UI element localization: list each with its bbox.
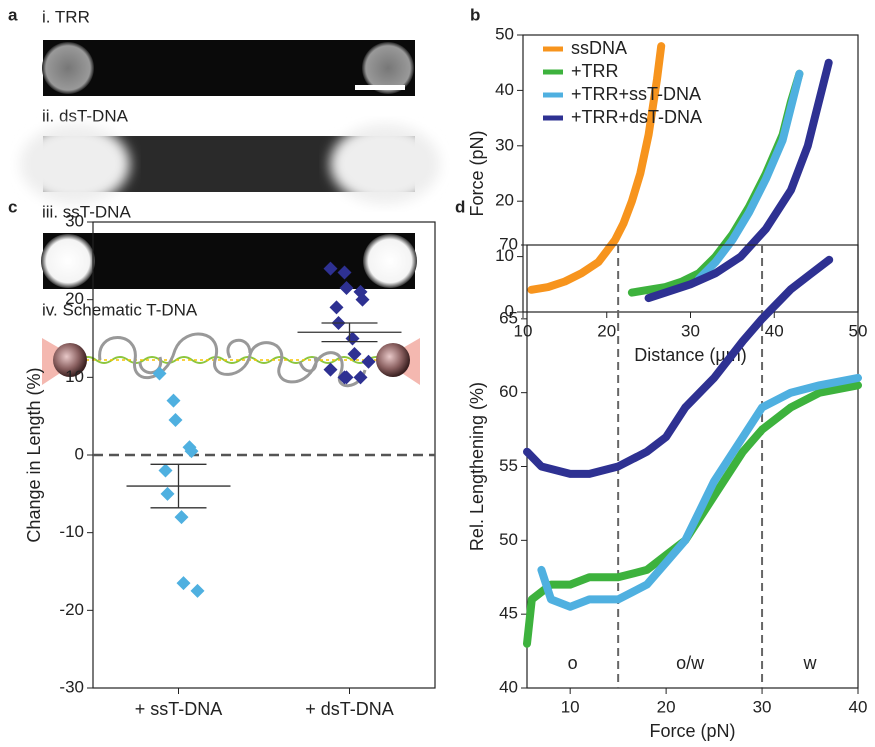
legend-label: ssDNA [571,38,627,58]
x-tick-label: + ssT-DNA [135,699,223,719]
y-tick-label: 70 [499,234,518,253]
data-line [694,69,804,283]
y-tick-label: 40 [499,677,518,696]
data-point [329,300,344,315]
data-point [345,331,360,346]
data-point [323,261,338,276]
x-tick-label: 30 [753,697,772,716]
x-tick-label: 20 [597,321,616,340]
data-point [337,265,352,280]
data-point [347,347,362,362]
y-tick-label: 10 [495,246,514,265]
schematic [42,332,420,388]
image-label: ii. dsT-DNA [42,106,129,125]
data-line [527,42,666,294]
y-tick-label: -20 [59,600,84,619]
y-tick-label: 20 [65,289,84,308]
data-point [190,583,205,598]
data-point [184,444,199,459]
image-label: iv. Schematic T-DNA [42,300,198,319]
y-tick-label: 0 [75,444,84,463]
data-line [523,381,862,648]
data-point [339,281,354,296]
x-tick-label: 20 [657,697,676,716]
x-tick-label: 10 [514,321,533,340]
x-tick-label: 30 [681,321,700,340]
data-point [152,366,167,381]
legend-label: +TRR+ssT-DNA [571,84,701,104]
data-point [160,486,175,501]
data-line [644,58,833,303]
panel-label: c [8,197,17,216]
y-tick-label: -30 [59,677,84,696]
y-tick-label: 0 [505,301,514,320]
region-label: o [568,653,578,673]
data-line [537,373,862,611]
y-axis-label: Force (pN) [467,130,487,216]
y-tick-label: -10 [59,522,84,541]
y-axis-label: Rel. Lengthening (%) [467,382,487,551]
data-point [176,576,191,591]
y-tick-label: 50 [495,24,514,43]
y-axis-label: Change in Length (%) [24,367,44,542]
y-tick-label: 10 [65,367,84,386]
image-label: iii. ssT-DNA [42,202,131,221]
y-tick-label: 60 [499,382,518,401]
data-point [168,413,183,428]
y-tick-label: 50 [499,530,518,549]
x-tick-label: 40 [765,321,784,340]
legend-label: +TRR [571,61,619,81]
region-label: w [803,653,818,673]
data-point [166,393,181,408]
legend-label: +TRR+dsT-DNA [571,107,702,127]
data-point [339,370,354,385]
image-label: i. TRR [42,7,90,26]
data-line [523,255,834,478]
micrograph [41,233,417,289]
y-tick-label: 30 [495,135,514,154]
y-tick-label: 45 [499,604,518,623]
micrograph [20,124,440,204]
y-tick-label: 20 [495,191,514,210]
data-point [174,510,189,525]
x-axis-label: Force (pN) [649,721,735,741]
x-tick-label: + dsT-DNA [305,699,394,719]
data-point [355,292,370,307]
data-point [353,370,368,385]
region-label: o/w [676,653,705,673]
micrograph [42,40,415,96]
panel-label: b [470,5,480,24]
x-tick-label: 40 [849,697,868,716]
panel-label: d [455,197,465,216]
panel-label: a [8,5,18,24]
data-point [158,463,173,478]
x-tick-label: 10 [561,697,580,716]
x-axis-label: Distance (µm) [634,345,746,365]
y-tick-label: 65 [499,308,518,327]
y-tick-label: 30 [65,211,84,230]
data-point [361,354,376,369]
y-tick-label: 40 [495,80,514,99]
y-tick-label: 55 [499,456,518,475]
data-point [323,362,338,377]
